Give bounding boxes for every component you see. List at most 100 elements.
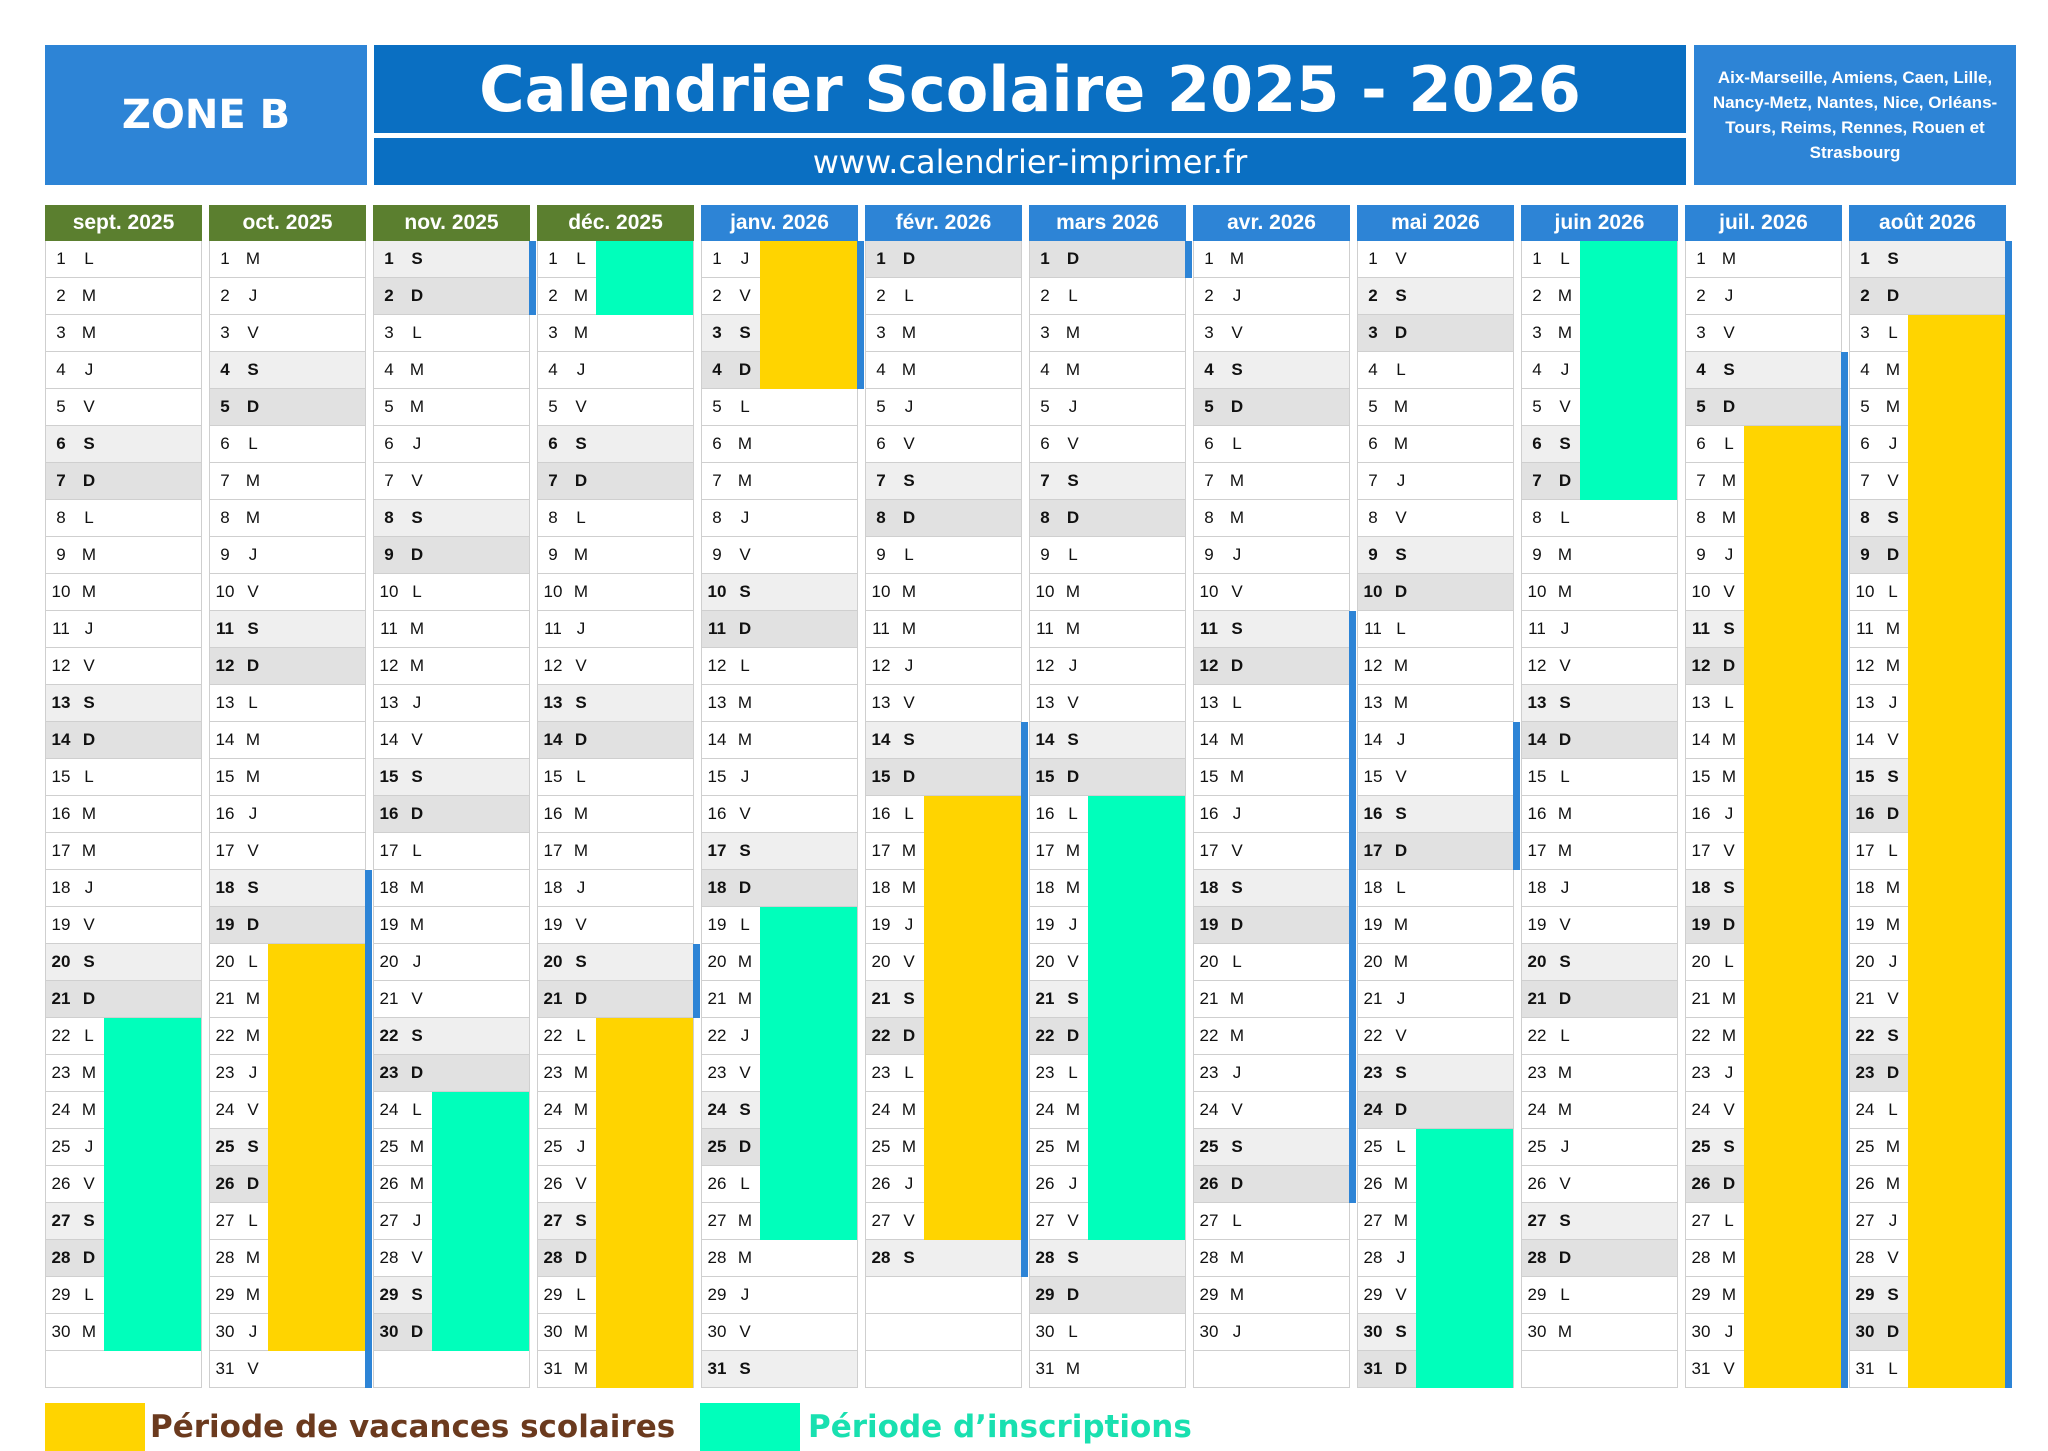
weekday-letter: L	[1724, 952, 1734, 971]
day-row: 26 D	[1194, 1166, 1349, 1203]
day-number: 3	[384, 323, 394, 342]
day-number: 2	[712, 286, 722, 305]
weekday-letter: L	[248, 693, 258, 712]
weekday-letter: M	[1393, 693, 1409, 712]
weekday-letter: M	[1885, 656, 1901, 675]
day-number: 16	[871, 804, 891, 823]
day-number: 10	[1199, 582, 1219, 601]
weekday-letter: M	[245, 249, 261, 268]
day-row: 14 S	[1030, 722, 1185, 759]
day-number: 22	[543, 1026, 563, 1045]
weekday-letter: D	[410, 1063, 424, 1082]
day-row: 15 S	[374, 759, 529, 796]
day-row: 17 M	[538, 833, 693, 870]
weekday-letter: S	[83, 952, 95, 971]
day-number: 21	[1527, 989, 1547, 1008]
day-number: 27	[871, 1211, 891, 1230]
weekday-letter: M	[573, 286, 589, 305]
weekday-letter: D	[902, 1026, 916, 1045]
day-row: 20 S	[1522, 944, 1677, 981]
day-number: 29	[1527, 1285, 1547, 1304]
day-number: 24	[1691, 1100, 1711, 1119]
day-number: 22	[1855, 1026, 1875, 1045]
day-number: 23	[1199, 1063, 1219, 1082]
day-number: 27	[379, 1211, 399, 1230]
weekday-letter: V	[1231, 1100, 1243, 1119]
day-number: 10	[1035, 582, 1055, 601]
day-number: 18	[871, 878, 891, 897]
weekday-letter: L	[1560, 767, 1570, 786]
day-row: 15 M	[1194, 759, 1349, 796]
weekday-letter: M	[409, 1174, 425, 1193]
day-number: 18	[707, 878, 727, 897]
month-days: 1 M 2 J 3 V 4 S 5 D 6 L 7 M 8 M 9 J 10 V 11 S 12 D 13 L 14 M 15 M 16 J 1…	[1685, 241, 1848, 1388]
weekday-letter: M	[409, 878, 425, 897]
weekday-letter: D	[1886, 286, 1900, 305]
day-number: 15	[543, 767, 563, 786]
day-number: 24	[1855, 1100, 1875, 1119]
day-row: 11 M	[374, 611, 529, 648]
weekday-letter: D	[1394, 582, 1408, 601]
day-number: 20	[543, 952, 563, 971]
day-number: 20	[379, 952, 399, 971]
day-number: 21	[215, 989, 235, 1008]
day-number: 9	[548, 545, 558, 564]
day-number: 17	[1363, 841, 1383, 860]
day-number: 6	[1696, 434, 1706, 453]
weekday-letter: V	[247, 323, 259, 342]
day-number: 16	[1199, 804, 1219, 823]
weekday-letter: L	[1068, 804, 1078, 823]
day-number: 20	[1363, 952, 1383, 971]
day-number: 3	[1368, 323, 1378, 342]
day-number: 10	[215, 582, 235, 601]
weekday-letter: V	[1395, 1285, 1407, 1304]
day-number: 26	[1855, 1174, 1875, 1193]
weekday-letter: M	[1557, 286, 1573, 305]
weekday-letter: V	[1395, 249, 1407, 268]
weekday-letter: V	[1231, 841, 1243, 860]
day-number: 28	[1527, 1248, 1547, 1267]
weekday-letter: V	[1395, 767, 1407, 786]
weekday-letter: M	[1065, 582, 1081, 601]
day-number: 19	[1363, 915, 1383, 934]
day-number: 26	[379, 1174, 399, 1193]
day-number: 29	[379, 1285, 399, 1304]
weekday-letter: D	[1394, 1359, 1408, 1378]
weekday-letter: S	[1231, 619, 1243, 638]
day-number: 24	[543, 1100, 563, 1119]
day-number: 4	[1040, 360, 1050, 379]
day-number: 8	[1204, 508, 1214, 527]
day-row: 10 M	[46, 574, 201, 611]
site-url[interactable]: www.calendrier-imprimer.fr	[374, 138, 1686, 185]
day-row: 15 L	[538, 759, 693, 796]
empty-row	[374, 1351, 529, 1388]
day-number: 5	[1204, 397, 1214, 416]
weekday-letter: S	[411, 508, 423, 527]
day-number: 14	[379, 730, 399, 749]
day-row: 23 M	[1522, 1055, 1677, 1092]
day-number: 7	[384, 471, 394, 490]
weekday-letter: V	[247, 1359, 259, 1378]
weekday-letter: L	[412, 323, 422, 342]
empty-row	[1194, 1351, 1349, 1388]
day-row: 13 V	[866, 685, 1021, 722]
day-number: 26	[1035, 1174, 1055, 1193]
day-number: 23	[379, 1063, 399, 1082]
day-number: 12	[1855, 656, 1875, 675]
day-row: 15 J	[702, 759, 857, 796]
day-number: 11	[544, 619, 562, 638]
day-row: 29 J	[702, 1277, 857, 1314]
weekday-letter: L	[1560, 249, 1570, 268]
weekday-letter: M	[901, 582, 917, 601]
weekday-letter: M	[573, 1100, 589, 1119]
period-marker	[693, 944, 700, 1018]
